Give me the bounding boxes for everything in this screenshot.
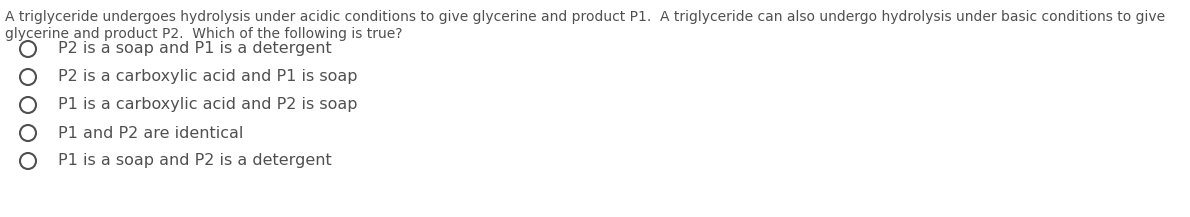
Text: P2 is a carboxylic acid and P1 is soap: P2 is a carboxylic acid and P1 is soap [58,69,357,84]
Text: P1 and P2 are identical: P1 and P2 are identical [58,125,244,140]
Text: P2 is a soap and P1 is a detergent: P2 is a soap and P1 is a detergent [58,41,332,56]
Text: glycerine and product P2.  Which of the following is true?: glycerine and product P2. Which of the f… [5,27,402,41]
Text: P1 is a carboxylic acid and P2 is soap: P1 is a carboxylic acid and P2 is soap [58,97,357,112]
Text: P1 is a soap and P2 is a detergent: P1 is a soap and P2 is a detergent [58,153,332,168]
Text: A triglyceride undergoes hydrolysis under acidic conditions to give glycerine an: A triglyceride undergoes hydrolysis unde… [5,10,1165,24]
